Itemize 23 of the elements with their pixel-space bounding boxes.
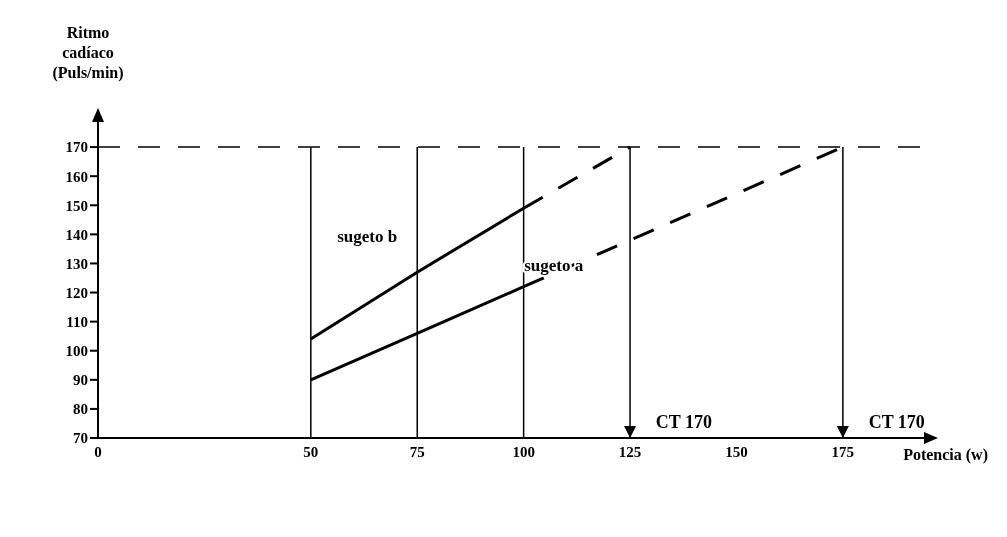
y-tick-label: 120 [65, 284, 88, 301]
x-tick-label: 100 [512, 443, 535, 460]
y-tick-label: 170 [65, 139, 88, 156]
y-tick-label: 150 [65, 197, 88, 214]
series-label: sugeto b [337, 227, 398, 247]
ref-line-label: CT 170 [868, 412, 925, 432]
y-tick-label: 130 [65, 255, 88, 272]
y-tick-label: 140 [65, 226, 88, 243]
x-tick-label: 0 [94, 443, 102, 460]
x-tick-label: 50 [303, 443, 319, 460]
y-axis-title: Ritmo cadíaco (Puls/min) [52, 24, 124, 82]
y-tick-label: 70 [73, 430, 88, 447]
y-tick-label: 110 [66, 313, 88, 330]
x-tick-label: 175 [831, 443, 855, 460]
x-tick-label: 125 [618, 443, 642, 460]
y-tick-label: 80 [73, 401, 88, 418]
x-axis-title: Potencia (w) [903, 446, 988, 464]
ref-line-label: CT 170 [655, 412, 713, 432]
x-tick-label: 150 [725, 443, 748, 460]
x-tick-label: 75 [409, 443, 425, 460]
y-tick-label: 100 [65, 343, 88, 360]
y-tick-label: 90 [73, 372, 88, 389]
y-tick-label: 160 [65, 168, 88, 185]
